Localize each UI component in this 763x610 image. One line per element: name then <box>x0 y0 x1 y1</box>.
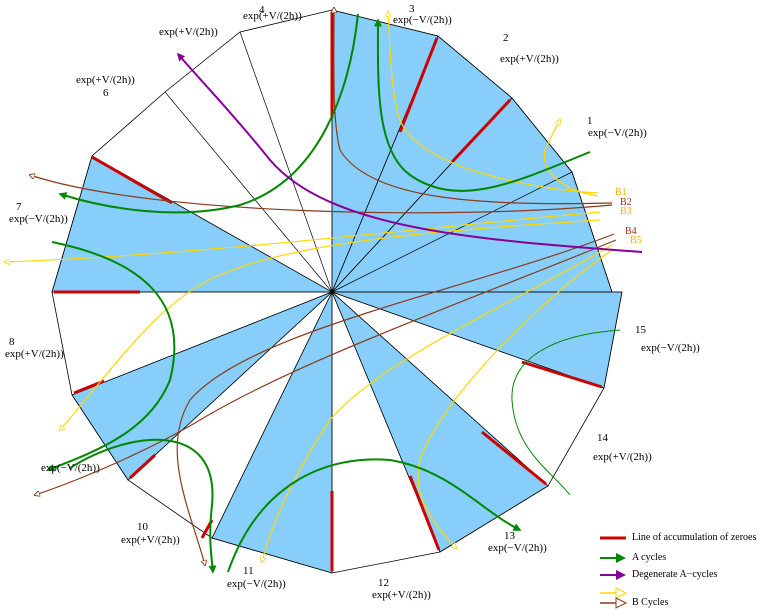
legend-a-cycles: A cycles <box>598 551 763 565</box>
b-cycle-path <box>388 12 599 194</box>
zero-line <box>481 430 547 486</box>
sector-number: 3 <box>409 3 415 15</box>
zero-line <box>408 475 441 551</box>
zero-accumulation-lines <box>54 12 603 571</box>
sector-exponent: exp(+V/(2h)) <box>121 534 180 546</box>
zero-line <box>398 37 439 133</box>
sector-number: 6 <box>103 87 109 99</box>
b-cycles-brown <box>30 8 617 565</box>
sector-number: 2 <box>503 32 509 44</box>
radial-line <box>211 291 333 539</box>
legend-degenerate: Degenerate A−cycles <box>598 568 763 582</box>
polygon-outline <box>51 9 623 574</box>
legend-yellow-arrow-icon <box>600 587 628 599</box>
sector-number: 12 <box>378 577 389 589</box>
b-cycle-path <box>334 8 613 205</box>
sector-number: 15 <box>635 324 646 336</box>
legend-a-cycles-label: A cycles <box>632 552 667 563</box>
a-cycle-path <box>46 241 176 472</box>
b4-label: B4 <box>625 226 637 237</box>
sector-exponent: exp(+V/(2h)) <box>76 74 135 86</box>
b1-label: B1 <box>615 187 627 198</box>
a-cycles <box>46 13 621 574</box>
zero-line <box>91 155 173 205</box>
b-cycle-path <box>543 120 599 197</box>
sector-exponent: exp(−V/(2h)) <box>488 542 547 554</box>
sector-exponent: exp(+V/(2h)) <box>243 10 302 22</box>
b2-label: B2 <box>620 197 632 208</box>
sector-exponent: exp(+V/(2h)) <box>5 348 64 360</box>
b3-label: B3 <box>620 206 632 217</box>
sector-exponent: exp(−V/(2h)) <box>641 342 700 354</box>
b-cycle-path <box>176 233 615 565</box>
sector-exponent: exp(−V/(2h)) <box>9 213 68 225</box>
sector-number: 4 <box>259 4 265 16</box>
radial-line <box>331 291 549 487</box>
zero-line <box>128 453 157 480</box>
radial-line <box>164 91 333 293</box>
legend-red-line-icon <box>600 536 626 540</box>
a-cycle-path <box>373 18 591 192</box>
b-cycles-yellow <box>5 12 613 562</box>
sector-exponent: exp(+V/(2h)) <box>159 26 218 38</box>
sector-exponent: exp(−V/(2h)) <box>41 462 100 474</box>
sector-exponent: exp(−V/(2h)) <box>227 578 286 590</box>
legend-purple-arrow-icon <box>600 570 626 580</box>
shaded-sectors <box>51 9 623 574</box>
b-cycle-path <box>262 244 613 562</box>
legend-b-cycles: B Cycles <box>598 596 763 610</box>
radial-line <box>331 171 573 293</box>
sector-number: 7 <box>16 201 22 213</box>
sector-number: 14 <box>597 432 608 444</box>
sector-exponent: exp(+V/(2h)) <box>593 451 652 463</box>
legend-zeroes: Line of accumulation of zeroes <box>598 531 763 545</box>
radial-line <box>71 291 333 396</box>
degenerate-a-cycle <box>176 52 643 253</box>
sector-exponent: exp(−V/(2h)) <box>393 14 452 26</box>
b-cycle-path <box>35 239 617 495</box>
b-cycle-path <box>30 175 613 214</box>
legend-brown-arrow-icon <box>600 597 628 609</box>
zero-line <box>521 360 603 389</box>
radial-line <box>127 291 333 481</box>
b-cycle-path <box>5 211 601 262</box>
legend-zeroes-label: Line of accumulation of zeroes <box>632 532 757 543</box>
sector-exponent: exp(−V/(2h)) <box>588 127 647 139</box>
legend-b-cycles-yellow <box>598 586 763 600</box>
b-cycle-path <box>60 219 601 430</box>
a-cycle-path <box>227 458 522 573</box>
b5-label: B5 <box>630 235 642 246</box>
sector-number: 13 <box>504 530 515 542</box>
legend-green-arrow-icon <box>600 553 626 563</box>
zero-line <box>450 98 512 164</box>
sector-number: 1 <box>587 115 593 127</box>
sector-number: 10 <box>137 521 148 533</box>
a-cycle-path <box>511 329 621 496</box>
a-cycle-path <box>58 13 359 214</box>
legend-degenerate-label: Degenerate A−cycles <box>632 569 718 580</box>
sector-exponent: exp(+V/(2h)) <box>500 53 559 65</box>
sector-exponent: exp(+V/(2h)) <box>372 589 431 601</box>
b-cycle-path <box>417 249 613 548</box>
sector-number: 11 <box>243 565 254 577</box>
sector-number: 8 <box>9 336 15 348</box>
a-cycle-path <box>69 438 217 574</box>
